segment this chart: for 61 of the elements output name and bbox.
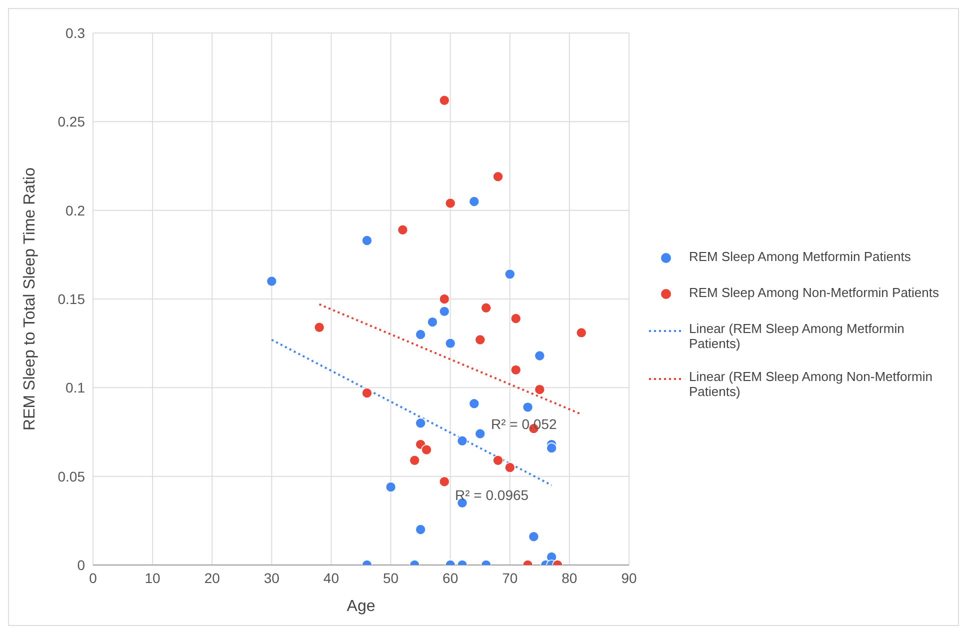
y-tick-label: 0.1 (66, 380, 86, 396)
point (438, 294, 450, 304)
x-tick-label: 70 (502, 570, 518, 586)
y-tick-label: 0.05 (58, 468, 86, 484)
point (534, 350, 546, 362)
point (438, 476, 450, 488)
y-tick-label: 0 (77, 556, 86, 573)
point (415, 524, 426, 535)
point (385, 482, 396, 492)
point (397, 224, 408, 236)
point (362, 235, 372, 246)
point (480, 302, 492, 314)
point (504, 462, 516, 473)
point (266, 276, 278, 287)
annotation: R² = 0.052 (491, 416, 557, 432)
point (415, 329, 426, 340)
point (546, 442, 557, 454)
point (492, 454, 504, 466)
legend-label: Linear (REM Sleep Among Non-Metformin Patients) (689, 369, 934, 399)
y-tick-label: 0.3 (66, 24, 86, 41)
point (522, 402, 534, 413)
point (534, 384, 546, 395)
x-tick-label: 10 (144, 570, 161, 586)
y-tick-label: 0.25 (58, 114, 86, 130)
point (415, 418, 426, 429)
point (510, 313, 522, 324)
point (409, 454, 420, 466)
point (456, 435, 468, 446)
x-tick-label: 60 (442, 570, 458, 586)
point (576, 327, 587, 338)
annotation: R² = 0.0965 (455, 487, 529, 503)
point (421, 444, 432, 456)
point (468, 196, 480, 207)
point (468, 398, 480, 410)
point (438, 306, 450, 317)
point (474, 334, 486, 346)
legend-label: REM Sleep Among Non-Metformin Patients (689, 285, 939, 300)
legend-label: REM Sleep Among Metformin Patients (689, 249, 911, 264)
point (438, 94, 450, 106)
x-tick-label: 20 (204, 570, 220, 586)
point (444, 338, 456, 349)
x-tick-label: 40 (323, 570, 340, 586)
x-tick-label: 0 (89, 570, 98, 586)
x-tick-label: 50 (382, 570, 399, 586)
y-tick-label: 0.15 (58, 290, 86, 307)
point (444, 198, 456, 209)
x-tick-label: 90 (621, 570, 637, 586)
x-tick-label: 80 (562, 570, 578, 586)
point (314, 322, 325, 333)
legend-label: Linear (REM Sleep Among Metformin Patients) (689, 321, 906, 351)
y-tick-label: 0.2 (66, 202, 86, 218)
point (504, 268, 516, 280)
y-axis-title: REM Sleep to Total Sleep Time Ratio (22, 167, 39, 430)
point (474, 428, 486, 440)
point (362, 388, 372, 398)
point (492, 171, 504, 182)
point (427, 316, 438, 328)
point (528, 531, 540, 542)
point (510, 364, 522, 376)
x-tick-label: 30 (264, 570, 280, 586)
x-axis-title: Age (346, 598, 376, 615)
